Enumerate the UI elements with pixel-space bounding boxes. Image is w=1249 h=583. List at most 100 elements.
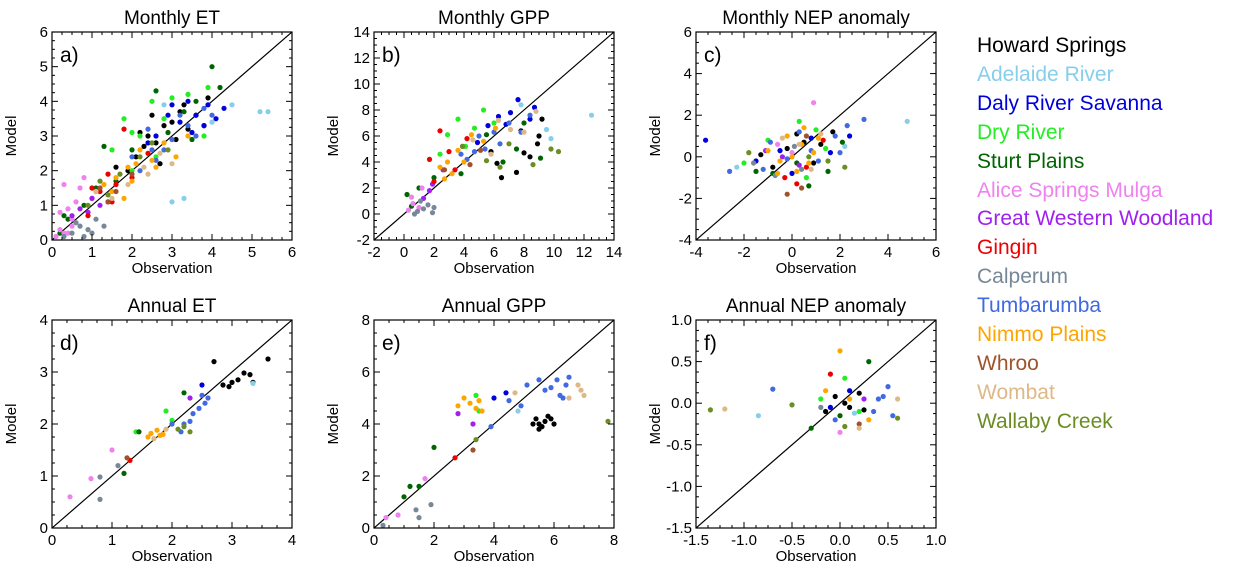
panel-d-point-calperum-0 [97,496,103,502]
panel-e-point-sturt-plains-2 [401,494,407,500]
panel-c-point-calperum-2 [751,160,757,166]
panel-e-point-wombat-2 [578,387,584,393]
panel-e-point-nimmo-plains-0 [455,403,461,409]
panel-a-point-wallaby-creek-2 [117,171,123,177]
panel-e-point-nimmo-plains-4 [479,408,485,414]
panel-a-point-dry-river-3 [185,91,191,97]
panel-e-point-wallaby-creek-1 [473,437,479,443]
panel-d-xtick-label: 4 [288,532,296,549]
legend-item-howard-springs: Howard Springs [977,34,1127,57]
panel-c-point-nimmo-plains-4 [784,133,790,139]
panel-e-point-tumbarumba-7 [557,392,563,398]
panel-a-ytick-label: 2 [40,163,48,180]
panel-e-point-nimmo-plains-3 [461,395,467,401]
panel-a-point-tumbarumba-9 [129,154,135,160]
panel-b-point-sturt-plains-4 [537,155,544,161]
panel-e-point-tumbarumba-2 [536,377,542,383]
panel-f-point-great-western-woodland-0 [861,396,867,402]
panel-c-point-howard-springs-4 [830,129,836,135]
panel-f-xtick-label: -0.5 [779,532,805,549]
panel-c-point-nimmo-plains-7 [794,168,800,174]
panel-d-xlabel: Observation [132,548,213,565]
panel-a-point-nimmo-plains-10 [173,154,179,160]
panel-b-point-calperum-4 [411,211,418,217]
panel-a-point-alice-springs-mulga-0 [53,233,59,240]
panel-b-point-gingin-0 [437,128,443,134]
panel-b-point-nimmo-plains-1 [455,147,461,153]
panel-f-point-adelaide-river-0 [755,413,762,419]
panel-f-point-gingin-0 [827,371,834,377]
panel-e-point-tumbarumba-8 [542,387,548,393]
panel-a-point-howard-springs-15 [113,164,119,170]
panel-b-xtick-label: 12 [576,244,593,261]
panel-c-point-gingin-0 [794,181,800,187]
panel-a-point-alice-springs-mulga-2 [57,227,63,233]
panel-a-xlabel: Observation [132,260,213,277]
panel-a-point-daly-river-savanna-7 [153,133,159,139]
panel-d-point-sturt-plains-1 [136,429,142,435]
panel-b-point-wallaby-creek-5 [459,143,466,149]
panel-b-ylabel: Model [325,116,342,157]
panel-a-point-calperum-2 [77,223,83,229]
panel-c-xtick-label: 4 [884,244,892,261]
panel-a-point-sturt-plains-12 [193,98,199,104]
panel-e-point-tumbarumba-3 [548,385,554,391]
panel-e-point-calperum-2 [428,502,434,508]
panel-f-point-tumbarumba-1 [871,408,877,415]
panel-f-xtick-label: 0.0 [830,532,851,549]
panel-a-point-daly-river-savanna-6 [221,105,227,111]
panel-c-ylabel: Model [647,116,664,157]
panel-a-point-adelaide-river-0 [257,109,263,115]
legend-item-wombat: Wombat [977,380,1055,404]
panel-c-point-tumbarumba-2 [832,133,838,139]
panel-e-title: Annual GPP [442,296,547,317]
panel-a-point-nimmo-plains-3 [125,164,131,170]
panel-a-point-adelaide-river-3 [169,199,175,205]
panel-c-ytick-label: 2 [684,107,692,124]
panel-d-point-howard-springs-5 [220,382,226,388]
panel-b-point-tumbarumba-5 [482,146,488,152]
panel-f-point-nimmo-plains-3 [866,417,872,423]
panel-e-point-tumbarumba-1 [524,382,530,388]
panel-a-point-dry-river-4 [121,116,127,122]
panel-b-point-wallaby-creek-6 [497,164,503,170]
panel-b-point-howard-springs-6 [494,160,500,166]
panel-c-point-tumbarumba-3 [760,166,766,172]
panel-d-point-howard-springs-2 [241,370,247,376]
panel-b-point-whroo-1 [477,147,484,153]
panel-d-point-alice-springs-mulga-1 [88,476,94,482]
panel-a-tag: a) [60,44,79,67]
panel-d-point-calperum-2 [115,463,121,469]
panel-a-point-calperum-7 [81,233,87,240]
panel-d-point-tumbarumba-8 [169,421,175,427]
panel-b-point-nimmo-plains-6 [461,159,467,165]
panel-a-point-tumbarumba-8 [177,112,183,118]
panel-b-point-nimmo-plains-8 [492,125,499,131]
panel-f-point-alice-springs-mulga-0 [837,429,843,435]
panel-f-xtick-label: 0.5 [878,532,899,549]
panel-a-point-adelaide-river-1 [265,109,271,115]
panel-a-point-sturt-plains-4 [165,129,171,136]
panel-d-ytick-label: 3 [40,364,48,381]
panel-a-point-tumbarumba-10 [209,112,215,118]
panel-c-point-tumbarumba-8 [861,116,867,122]
panel-a-point-tumbarumba-0 [153,157,159,163]
panel-a-point-tumbarumba-2 [185,123,191,129]
panel-a-point-wombat-4 [169,161,175,167]
panel-a-point-tumbarumba-4 [201,105,207,111]
panel-b-point-daly-river-savanna-0 [495,113,502,120]
panel-a-xtick-label: 3 [168,244,176,261]
panel-c-point-great-western-woodland-1 [796,162,802,168]
panel-a-point-daly-river-savanna-8 [169,102,175,108]
panel-e-xtick-label: 4 [490,532,498,549]
panel-c-point-howard-springs-7 [784,145,790,152]
panel-b-point-wombat-3 [507,126,514,133]
panel-b-ytick-label: 10 [353,76,370,93]
panel-c-point-adelaide-river-1 [734,164,740,170]
panel-b-point-sturt-plains-2 [500,159,506,165]
panel-e-point-howard-springs-7 [545,413,551,419]
panel-a-point-dry-river-11 [201,133,207,139]
panel-a-point-great-western-woodland-2 [77,206,83,212]
panel-b-point-great-western-woodland-3 [426,188,433,194]
panel-a-point-wallaby-creek-0 [105,192,111,198]
